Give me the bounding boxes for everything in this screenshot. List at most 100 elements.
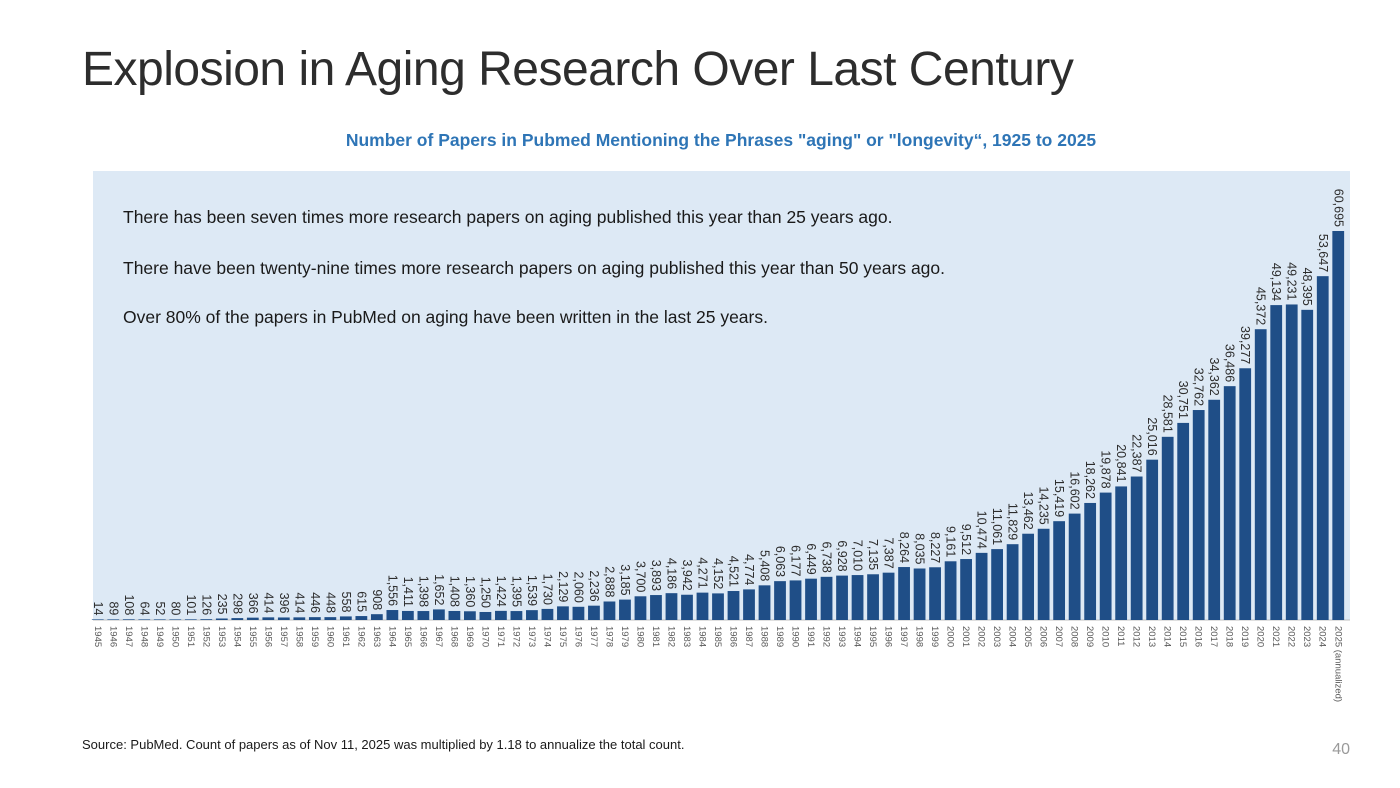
- data-label-60: 13,462: [1021, 491, 1035, 529]
- x-tick-label-43: 1988: [759, 626, 770, 647]
- x-tick-label-11: 1956: [262, 626, 273, 647]
- x-tick-label-31: 1976: [572, 626, 583, 647]
- data-label-43: 5,408: [758, 550, 772, 581]
- x-tick-label-26: 1971: [495, 626, 506, 647]
- x-tick-label-3: 1948: [138, 626, 149, 647]
- bar-61: [1037, 528, 1050, 620]
- data-label-40: 4,152: [711, 558, 725, 589]
- bar-73: [1223, 386, 1236, 620]
- data-label-19: 1,556: [385, 575, 399, 606]
- data-label-57: 10,474: [975, 511, 989, 549]
- bar-24: [464, 611, 476, 620]
- bar-66: [1115, 486, 1128, 620]
- x-tick-label-38: 1983: [681, 626, 692, 647]
- x-tick-label-52: 1997: [898, 626, 909, 647]
- x-tick-label-79: 2024: [1317, 626, 1328, 647]
- bar-63: [1068, 513, 1081, 620]
- data-label-7: 126: [199, 594, 213, 615]
- x-tick-label-29: 1974: [541, 626, 552, 647]
- x-tick-label-70: 2015: [1177, 626, 1188, 647]
- bar-45: [789, 580, 802, 620]
- x-tick-label-76: 2021: [1270, 626, 1281, 647]
- x-tick-label-12: 1957: [278, 626, 289, 647]
- x-tick-label-10: 1955: [247, 626, 258, 647]
- x-tick-label-36: 1981: [650, 626, 661, 647]
- bar-1: [107, 619, 120, 620]
- data-label-18: 908: [370, 589, 384, 610]
- bar-43: [758, 585, 771, 620]
- data-label-62: 15,419: [1052, 479, 1066, 517]
- bar-33: [603, 601, 616, 620]
- x-tick-label-39: 1984: [696, 626, 707, 647]
- x-tick-label-69: 2014: [1162, 626, 1173, 647]
- data-label-49: 7,010: [851, 540, 865, 571]
- data-label-48: 6,928: [835, 540, 849, 571]
- data-label-23: 1,408: [447, 576, 461, 607]
- x-tick-label-35: 1980: [634, 626, 645, 647]
- data-label-14: 446: [308, 592, 322, 613]
- page-number: 40: [1332, 741, 1350, 758]
- data-label-73: 36,486: [1223, 344, 1237, 382]
- bar-65: [1099, 492, 1112, 620]
- x-tick-label-48: 1993: [836, 626, 847, 647]
- bar-25: [479, 611, 492, 620]
- data-label-4: 52: [153, 601, 167, 615]
- x-tick-label-7: 1952: [200, 626, 211, 647]
- data-label-58: 11,061: [990, 508, 1004, 545]
- x-tick-label-66: 2011: [1115, 626, 1126, 646]
- data-label-41: 4,521: [727, 556, 741, 587]
- data-label-6: 101: [184, 594, 198, 615]
- data-label-2: 108: [122, 594, 136, 615]
- x-tick-label-55: 2000: [945, 626, 956, 647]
- data-label-17: 615: [354, 591, 368, 612]
- bar-56: [960, 559, 972, 620]
- x-tick-label-30: 1975: [557, 626, 568, 647]
- data-label-76: 49,134: [1269, 263, 1283, 301]
- bar-70: [1177, 422, 1190, 620]
- x-tick-label-19: 1964: [386, 626, 397, 647]
- x-tick-label-50: 1995: [867, 626, 878, 647]
- bar-57: [975, 552, 988, 620]
- chart-title: Number of Papers in Pubmed Mentioning th…: [345, 130, 1097, 150]
- x-tick-label-32: 1977: [588, 626, 599, 647]
- bar-38: [681, 594, 693, 620]
- data-label-15: 448: [323, 592, 337, 613]
- x-tick-label-34: 1979: [619, 626, 630, 647]
- data-label-72: 34,362: [1207, 358, 1221, 396]
- bar-78: [1301, 309, 1314, 620]
- bar-17: [355, 616, 368, 620]
- bar-2: [122, 619, 135, 620]
- x-tick-label-17: 1962: [355, 626, 366, 647]
- x-tick-label-22: 1967: [433, 626, 444, 647]
- bar-18: [370, 614, 383, 620]
- bar-12: [277, 617, 290, 620]
- x-tick-label-4: 1949: [154, 626, 165, 647]
- bar-4: [153, 619, 166, 620]
- bar-71: [1192, 410, 1205, 620]
- data-label-12: 396: [277, 593, 291, 614]
- x-tick-label-77: 2022: [1286, 626, 1297, 647]
- bar-62: [1053, 521, 1066, 620]
- x-tick-label-0: 1945: [92, 626, 103, 647]
- bar-31: [572, 606, 585, 620]
- data-label-52: 8,264: [897, 532, 911, 563]
- bar-59: [1006, 544, 1019, 620]
- data-label-74: 39,277: [1238, 326, 1252, 364]
- bar-41: [727, 591, 740, 620]
- x-tick-label-6: 1951: [185, 626, 196, 647]
- x-tick-label-5: 1950: [169, 626, 180, 647]
- x-tick-label-49: 1994: [852, 626, 863, 647]
- bar-37: [665, 593, 678, 620]
- data-label-36: 3,893: [649, 560, 663, 591]
- data-label-45: 6,177: [789, 545, 803, 576]
- data-label-9: 298: [230, 593, 244, 614]
- slide-title: Explosion in Aging Research Over Last Ce…: [82, 43, 1074, 96]
- data-label-78: 48,395: [1300, 268, 1314, 306]
- bar-44: [774, 581, 786, 620]
- bar-69: [1161, 436, 1174, 620]
- data-label-59: 11,829: [1006, 503, 1020, 540]
- x-tick-label-23: 1968: [448, 626, 459, 647]
- data-label-37: 4,186: [664, 558, 678, 589]
- x-tick-label-24: 1969: [464, 626, 475, 647]
- x-tick-label-16: 1961: [340, 626, 351, 647]
